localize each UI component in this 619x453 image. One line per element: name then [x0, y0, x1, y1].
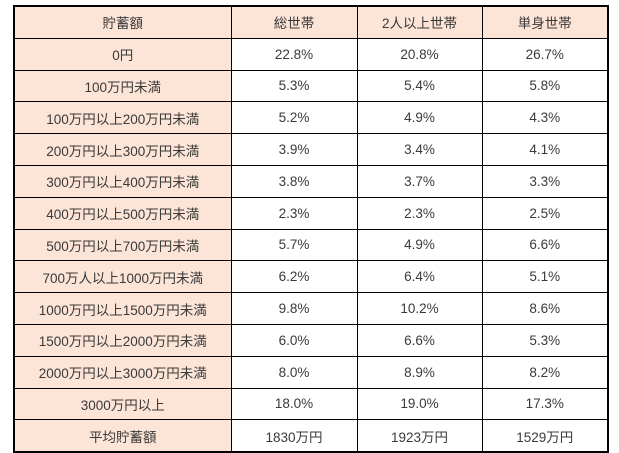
table-row: 2000万円以上3000万円未満 8.0% 8.9% 8.2%: [13, 355, 609, 389]
cell-two-plus: 3.7%: [356, 164, 483, 198]
row-label: 200万円以上300万円未満: [13, 133, 232, 166]
row-label: 1500万円以上2000万円未満: [13, 323, 232, 357]
header-two-plus-households: 2人以上世帯: [356, 5, 483, 39]
cell-single: 5.8%: [481, 69, 609, 103]
table-row: 1500万円以上2000万円未満 6.0% 6.6% 5.3%: [13, 323, 609, 357]
table-row: 3000万円以上 18.0% 19.0% 17.3%: [13, 387, 609, 421]
cell-two-plus: 4.9%: [356, 228, 483, 262]
row-label: 500万円以上700万円未満: [13, 228, 232, 262]
row-label: 3000万円以上: [13, 387, 232, 421]
cell-single: 8.2%: [481, 355, 609, 389]
row-label: 100万円未満: [13, 69, 232, 103]
cell-single: 4.3%: [481, 101, 609, 135]
cell-single: 5.3%: [481, 323, 609, 357]
cell-all: 22.8%: [230, 37, 358, 71]
cell-two-plus: 1923万円: [356, 419, 483, 453]
table-row-average: 平均貯蓄額 1830万円 1923万円 1529万円: [13, 419, 609, 453]
table-row: 100万円以上200万円未満 5.2% 4.9% 4.3%: [13, 101, 609, 135]
row-label: 100万円以上200万円未満: [13, 101, 232, 135]
cell-all: 9.8%: [230, 292, 358, 325]
cell-all: 3.8%: [230, 164, 358, 198]
cell-two-plus: 8.9%: [356, 355, 483, 389]
cell-two-plus: 19.0%: [356, 387, 483, 421]
table-row: 0円 22.8% 20.8% 26.7%: [13, 37, 609, 71]
row-label: 1000万円以上1500万円未満: [13, 292, 232, 325]
table-row: 300万円以上400万円未満 3.8% 3.7% 3.3%: [13, 164, 609, 198]
row-label: 2000万円以上3000万円未満: [13, 355, 232, 389]
cell-single: 1529万円: [481, 419, 609, 453]
cell-all: 18.0%: [230, 387, 358, 421]
cell-two-plus: 10.2%: [356, 292, 483, 325]
cell-single: 8.6%: [481, 292, 609, 325]
cell-all: 6.0%: [230, 323, 358, 357]
header-row: 貯蓄額 総世帯 2人以上世帯 単身世帯: [13, 5, 609, 39]
cell-single: 6.6%: [481, 228, 609, 262]
table-row: 1000万円以上1500万円未満 9.8% 10.2% 8.6%: [13, 292, 609, 325]
row-label-average: 平均貯蓄額: [13, 419, 232, 453]
cell-two-plus: 2.3%: [356, 196, 483, 230]
cell-two-plus: 5.4%: [356, 69, 483, 103]
cell-all: 8.0%: [230, 355, 358, 389]
cell-all: 5.3%: [230, 69, 358, 103]
table-row: 100万円未満 5.3% 5.4% 5.8%: [13, 69, 609, 103]
table-row: 400万円以上500万円未満 2.3% 2.3% 2.5%: [13, 196, 609, 230]
savings-distribution-table: 貯蓄額 総世帯 2人以上世帯 単身世帯 0円 22.8% 20.8% 26.7%…: [13, 5, 609, 453]
cell-single: 3.3%: [481, 164, 609, 198]
cell-single: 5.1%: [481, 260, 609, 294]
cell-single: 17.3%: [481, 387, 609, 421]
cell-two-plus: 3.4%: [356, 133, 483, 166]
header-savings-amount: 貯蓄額: [13, 5, 232, 39]
cell-all: 3.9%: [230, 133, 358, 166]
header-all-households: 総世帯: [230, 5, 358, 39]
cell-all: 5.7%: [230, 228, 358, 262]
cell-two-plus: 6.4%: [356, 260, 483, 294]
cell-two-plus: 6.6%: [356, 323, 483, 357]
cell-all: 1830万円: [230, 419, 358, 453]
cell-two-plus: 4.9%: [356, 101, 483, 135]
row-label: 0円: [13, 37, 232, 71]
cell-all: 6.2%: [230, 260, 358, 294]
cell-all: 2.3%: [230, 196, 358, 230]
table-row: 200万円以上300万円未満 3.9% 3.4% 4.1%: [13, 133, 609, 166]
cell-single: 26.7%: [481, 37, 609, 71]
table-row: 500万円以上700万円未満 5.7% 4.9% 6.6%: [13, 228, 609, 262]
cell-single: 2.5%: [481, 196, 609, 230]
table-row: 700万人以上1000万円未満 6.2% 6.4% 5.1%: [13, 260, 609, 294]
row-label: 700万人以上1000万円未満: [13, 260, 232, 294]
cell-all: 5.2%: [230, 101, 358, 135]
savings-table-container: 貯蓄額 総世帯 2人以上世帯 単身世帯 0円 22.8% 20.8% 26.7%…: [13, 5, 609, 453]
cell-two-plus: 20.8%: [356, 37, 483, 71]
header-single-households: 単身世帯: [481, 5, 609, 39]
row-label: 400万円以上500万円未満: [13, 196, 232, 230]
cell-single: 4.1%: [481, 133, 609, 166]
row-label: 300万円以上400万円未満: [13, 164, 232, 198]
